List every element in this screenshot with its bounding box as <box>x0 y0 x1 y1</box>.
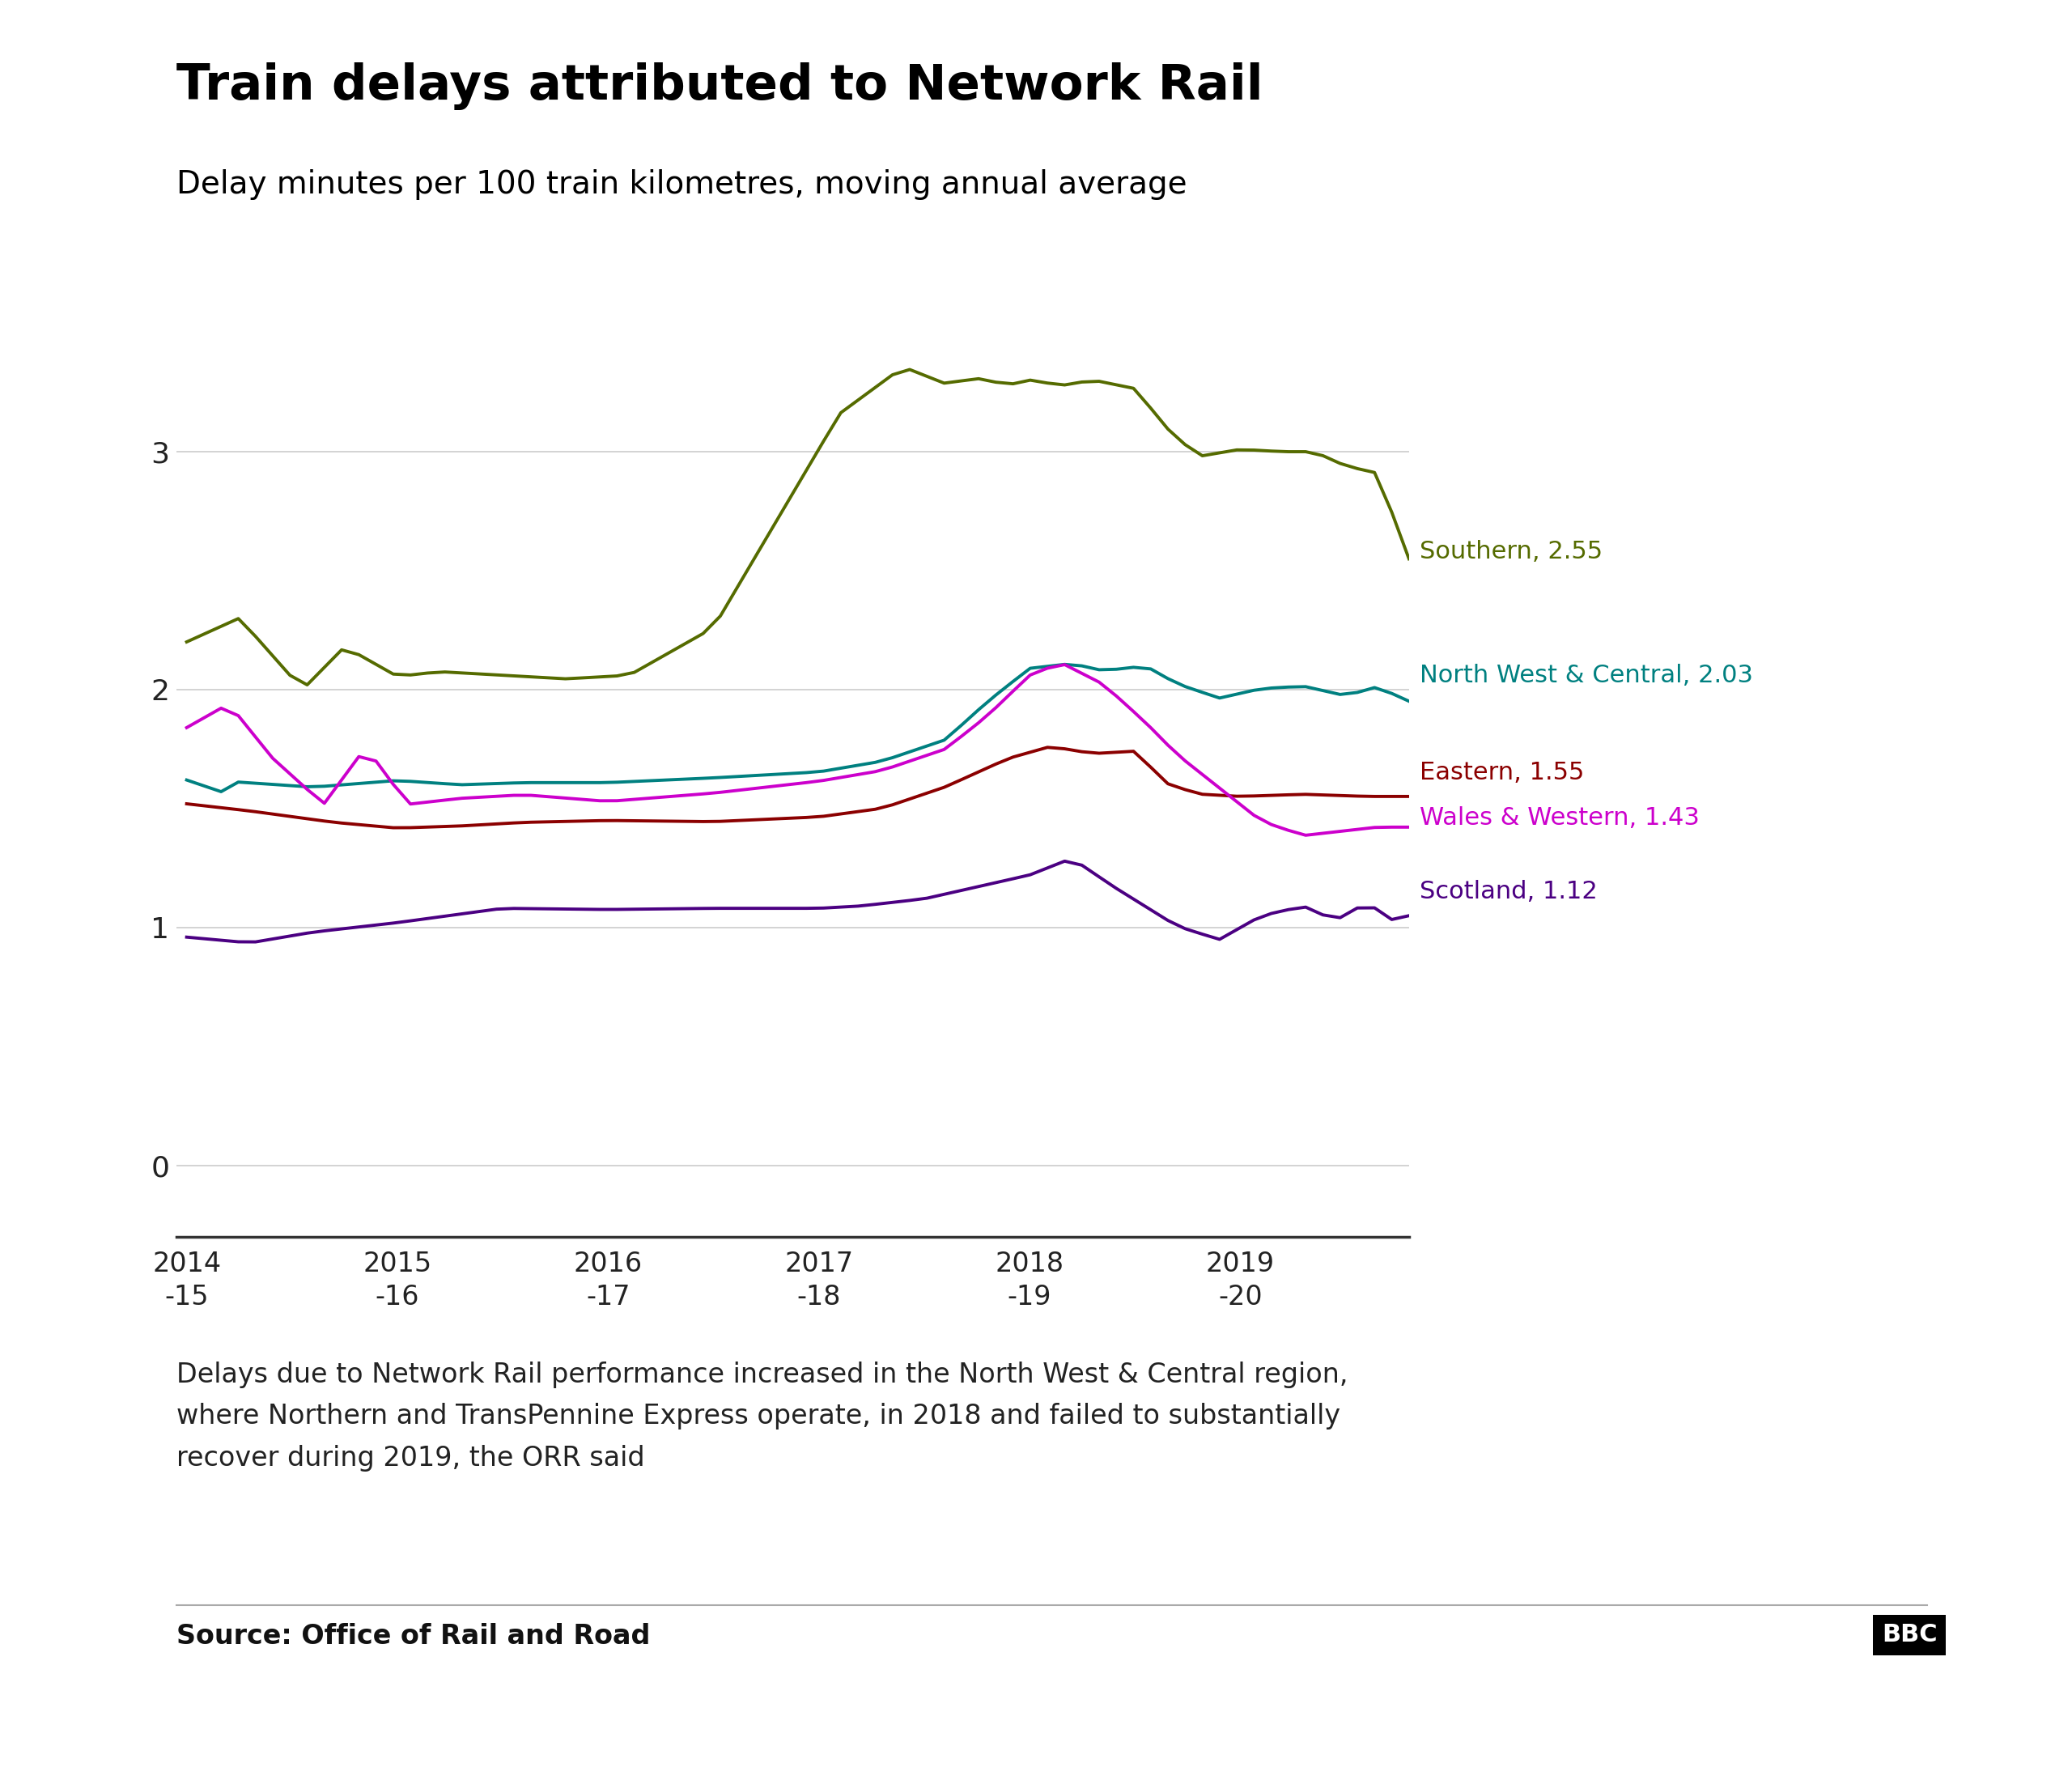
Text: BBC: BBC <box>1881 1623 1937 1646</box>
Text: Train delays attributed to Network Rail: Train delays attributed to Network Rail <box>176 62 1262 110</box>
Text: Source: Office of Rail and Road: Source: Office of Rail and Road <box>176 1623 651 1650</box>
Text: Eastern, 1.55: Eastern, 1.55 <box>1419 762 1583 785</box>
Text: Southern, 2.55: Southern, 2.55 <box>1419 539 1602 562</box>
Text: Wales & Western, 1.43: Wales & Western, 1.43 <box>1419 806 1699 829</box>
Text: Scotland, 1.12: Scotland, 1.12 <box>1419 879 1598 904</box>
Text: North West & Central, 2.03: North West & Central, 2.03 <box>1419 664 1753 687</box>
Text: Delay minutes per 100 train kilometres, moving annual average: Delay minutes per 100 train kilometres, … <box>176 169 1187 199</box>
Text: Delays due to Network Rail performance increased in the North West & Central reg: Delays due to Network Rail performance i… <box>176 1362 1347 1472</box>
